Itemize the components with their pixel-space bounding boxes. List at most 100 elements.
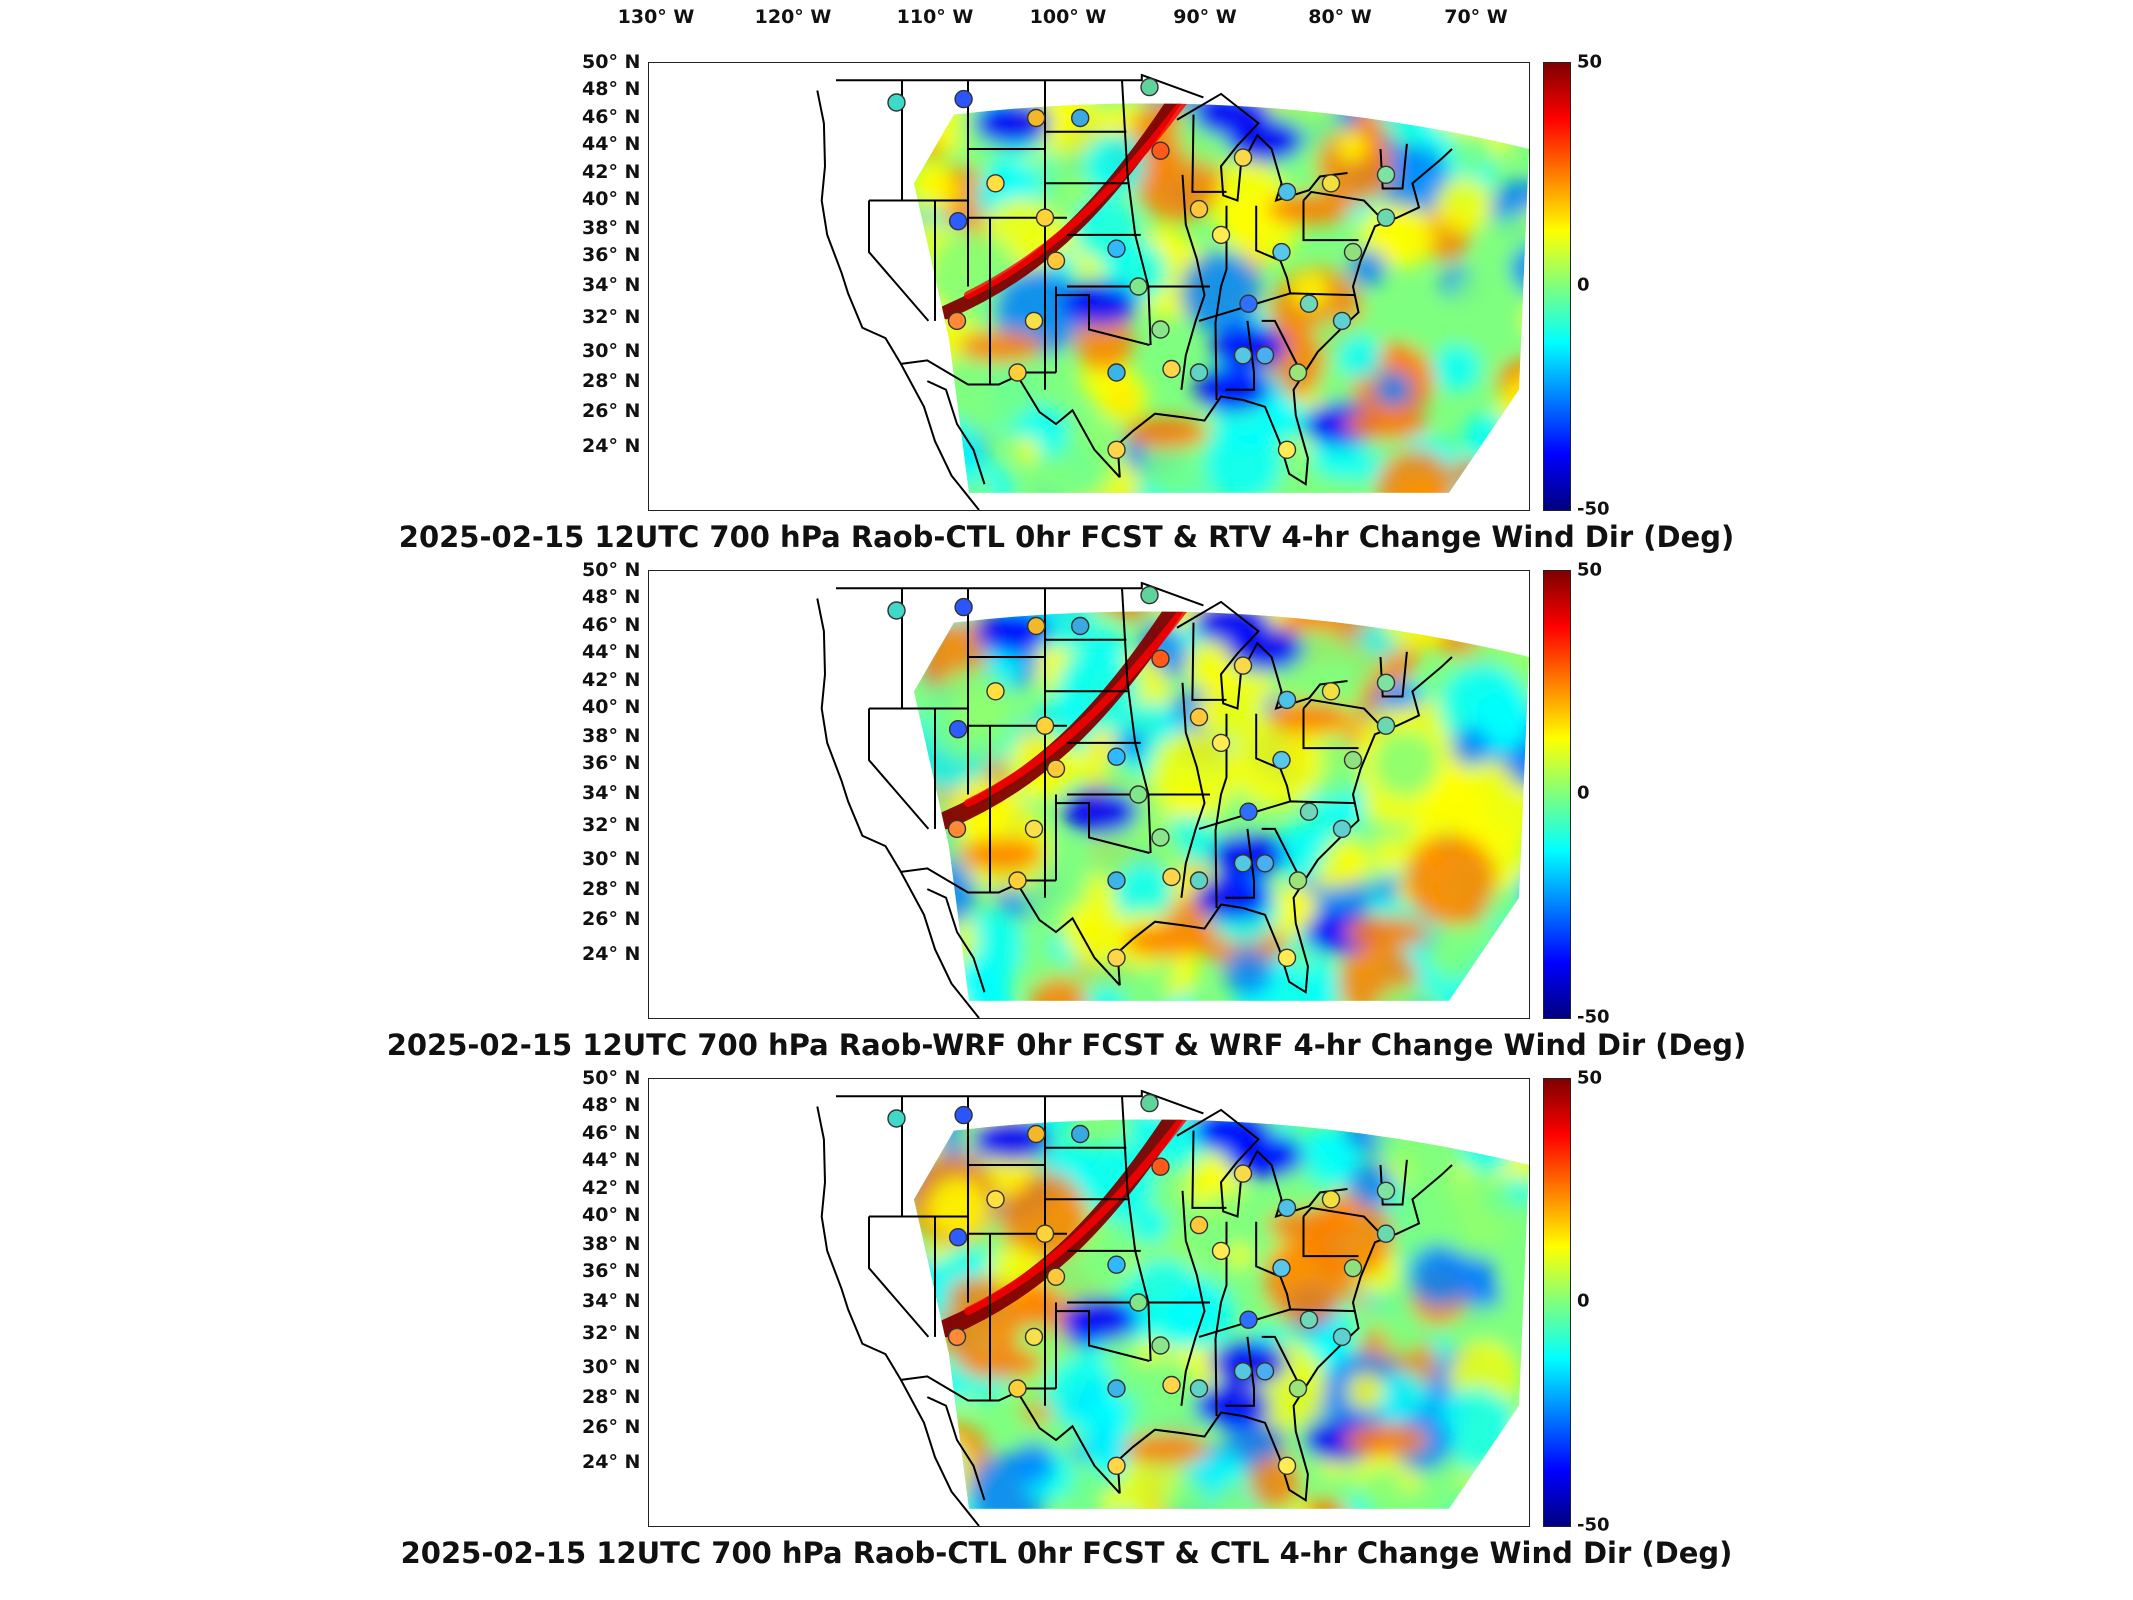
latitude-label: 26° N bbox=[582, 908, 641, 930]
raob-station-marker bbox=[1008, 363, 1027, 382]
raob-station-marker bbox=[887, 601, 906, 620]
latitude-label: 38° N bbox=[582, 217, 641, 239]
colorbar-tick-label: 0 bbox=[1577, 274, 1590, 296]
latitude-label: 28° N bbox=[582, 878, 641, 900]
raob-station-marker bbox=[1027, 1124, 1046, 1144]
raob-station-marker bbox=[1277, 1198, 1297, 1218]
longitude-label: 70° W bbox=[1444, 6, 1508, 28]
raob-station-marker bbox=[1272, 1258, 1291, 1278]
latitude-label: 40° N bbox=[582, 1204, 641, 1226]
raob-station-marker bbox=[947, 311, 967, 331]
raob-station-marker bbox=[1189, 871, 1209, 890]
raob-station-marker bbox=[1140, 77, 1159, 97]
latitude-label: 46° N bbox=[582, 614, 641, 636]
latitude-label: 50° N bbox=[582, 1067, 641, 1089]
colorbar-tick-label: 50 bbox=[1577, 559, 1603, 581]
raob-station-marker bbox=[948, 211, 968, 231]
raob-station-marker bbox=[1376, 1224, 1396, 1243]
raob-station-marker bbox=[1162, 359, 1181, 379]
colorbar bbox=[1543, 1078, 1571, 1527]
raob-station-marker bbox=[1162, 867, 1181, 887]
raob-station-marker bbox=[1233, 1164, 1253, 1183]
raob-station-marker bbox=[1321, 682, 1341, 701]
latitude-label: 50° N bbox=[582, 559, 641, 581]
raob-station-marker bbox=[1211, 1241, 1231, 1261]
raob-station-marker bbox=[954, 597, 973, 617]
raob-station-marker bbox=[1107, 948, 1126, 967]
raob-stations bbox=[887, 585, 1396, 967]
raob-station-marker bbox=[1239, 802, 1258, 821]
raob-station-marker bbox=[948, 1227, 968, 1247]
raob-station-marker bbox=[1024, 311, 1044, 331]
colorbar-tick-label: -50 bbox=[1577, 1514, 1610, 1536]
colorbar bbox=[1543, 570, 1571, 1019]
raob-station-marker bbox=[1162, 1375, 1181, 1395]
raob-station-marker bbox=[1299, 294, 1319, 313]
latitude-label: 46° N bbox=[582, 106, 641, 128]
raob-station-marker bbox=[1140, 1093, 1159, 1113]
latitude-label: 26° N bbox=[582, 1416, 641, 1438]
raob-stations bbox=[887, 77, 1396, 459]
map-frame bbox=[648, 62, 1530, 511]
raob-station-marker bbox=[1277, 1456, 1297, 1475]
raob-station-marker bbox=[1376, 165, 1396, 185]
state-boundaries bbox=[816, 1089, 1453, 1526]
raob-station-marker bbox=[1255, 346, 1275, 365]
raob-station-marker bbox=[1008, 871, 1027, 890]
raob-station-marker bbox=[1239, 1310, 1258, 1329]
raob-station-marker bbox=[1277, 440, 1297, 459]
map-frame bbox=[648, 570, 1530, 1019]
raob-station-marker bbox=[986, 1190, 1005, 1209]
latitude-label: 26° N bbox=[582, 400, 641, 422]
raob-station-marker bbox=[1321, 1190, 1341, 1209]
raob-station-marker bbox=[1299, 802, 1319, 821]
longitude-axis-labels: 130° W 120° W 110° W 100° W 90° W 80° W 70° W bbox=[0, 6, 2133, 36]
raob-station-marker bbox=[1107, 363, 1126, 382]
longitude-label: 90° W bbox=[1173, 6, 1237, 28]
raob-station-marker bbox=[1107, 440, 1126, 459]
raob-station-marker bbox=[1046, 759, 1066, 778]
latitude-label: 34° N bbox=[582, 1290, 641, 1312]
latitude-label: 32° N bbox=[582, 306, 641, 328]
colorbar bbox=[1543, 62, 1571, 511]
raob-station-marker bbox=[1332, 1327, 1352, 1347]
raob-station-marker bbox=[948, 719, 968, 739]
raob-station-marker bbox=[1027, 616, 1046, 636]
raob-stations bbox=[887, 1093, 1396, 1475]
latitude-label: 40° N bbox=[582, 188, 641, 210]
raob-station-marker bbox=[1277, 948, 1297, 967]
raob-station-marker bbox=[1277, 182, 1297, 202]
raob-station-marker bbox=[1272, 750, 1291, 770]
raob-station-marker bbox=[1140, 585, 1159, 605]
raob-station-marker bbox=[1071, 1124, 1090, 1144]
latitude-label: 46° N bbox=[582, 1122, 641, 1144]
raob-station-marker bbox=[1233, 346, 1253, 365]
latitude-label: 32° N bbox=[582, 814, 641, 836]
raob-station-marker bbox=[1272, 242, 1291, 262]
wind-direction-map bbox=[816, 1089, 1529, 1526]
raob-station-marker bbox=[1189, 1379, 1209, 1398]
colorbar-tick-label: 50 bbox=[1577, 51, 1603, 73]
raob-station-marker bbox=[1277, 690, 1297, 710]
latitude-label: 42° N bbox=[582, 161, 641, 183]
latitude-label: 34° N bbox=[582, 782, 641, 804]
raob-station-marker bbox=[1189, 1215, 1209, 1235]
raob-station-marker bbox=[1107, 747, 1126, 766]
raob-station-marker bbox=[1129, 277, 1148, 296]
latitude-label: 28° N bbox=[582, 1386, 641, 1408]
latitude-label: 44° N bbox=[582, 641, 641, 663]
longitude-label: 120° W bbox=[754, 6, 832, 28]
longitude-label: 100° W bbox=[1029, 6, 1107, 28]
raob-station-marker bbox=[1321, 174, 1341, 193]
longitude-label: 110° W bbox=[896, 6, 974, 28]
raob-station-marker bbox=[887, 93, 906, 112]
raob-station-marker bbox=[1008, 1379, 1027, 1398]
colorbar-tick-label: -50 bbox=[1577, 1006, 1610, 1028]
raob-station-marker bbox=[1027, 108, 1046, 128]
raob-station-marker bbox=[1151, 828, 1170, 847]
latitude-label: 48° N bbox=[582, 586, 641, 608]
raob-station-marker bbox=[887, 1109, 906, 1128]
latitude-label: 36° N bbox=[582, 752, 641, 774]
raob-station-marker bbox=[947, 819, 967, 839]
latitude-label: 42° N bbox=[582, 1177, 641, 1199]
